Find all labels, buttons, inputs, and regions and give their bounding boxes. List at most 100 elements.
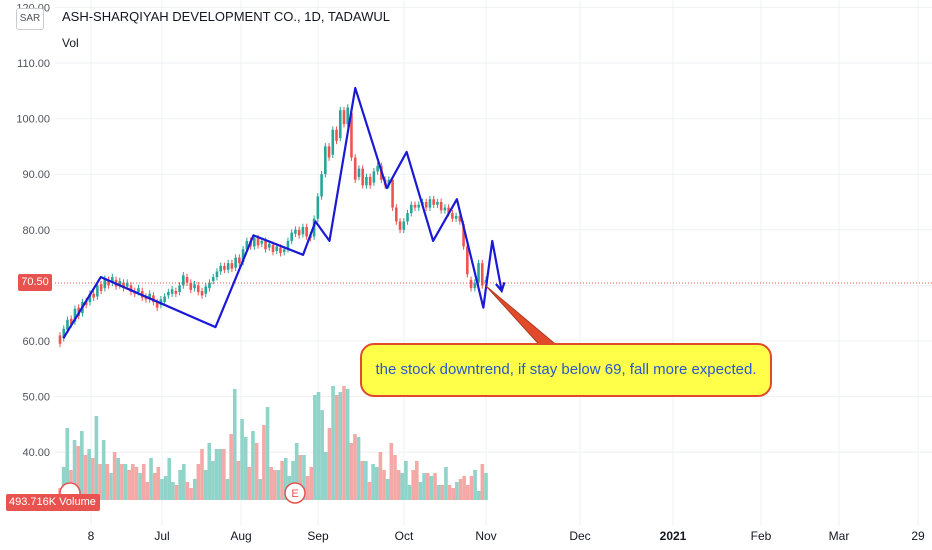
volume-bar	[283, 458, 288, 500]
candle-body	[196, 285, 200, 293]
volume-bar	[378, 452, 383, 500]
volume-bar	[327, 428, 332, 500]
candle-body	[129, 285, 133, 293]
candle-body	[137, 288, 140, 293]
candle-body	[443, 207, 447, 211]
volume-bar	[120, 464, 124, 500]
volume-bar	[323, 452, 328, 500]
candle-body	[346, 107, 350, 125]
candle-body	[279, 247, 282, 254]
candle-body	[178, 285, 181, 293]
candle-body	[275, 246, 279, 251]
volume-bar	[433, 473, 437, 500]
volume-bar	[447, 485, 452, 500]
volume-bar	[345, 389, 350, 500]
candle-body	[290, 232, 293, 241]
candle-body	[103, 278, 107, 289]
volume-bar	[269, 467, 273, 500]
volume-badge-label: Volume	[59, 496, 96, 508]
volume-bar	[309, 467, 314, 500]
volume-bar	[258, 479, 263, 500]
candle-body	[125, 282, 129, 287]
volume-bar	[214, 449, 219, 500]
volume-bar	[65, 428, 70, 500]
volume-bar	[371, 464, 375, 500]
candle-body	[264, 240, 267, 250]
volume-bar	[211, 461, 215, 500]
volume-bar	[440, 485, 445, 500]
y-tick-label: 80.00	[22, 225, 50, 237]
volume-bar	[254, 443, 259, 500]
candle-body	[462, 224, 465, 247]
volume-bar	[61, 467, 66, 500]
candle-body	[413, 204, 417, 208]
volume-bar	[389, 443, 394, 500]
candle-body	[182, 275, 185, 286]
candle-body	[148, 293, 151, 300]
candle-body	[208, 282, 211, 289]
volume-indicator-label[interactable]: Vol	[62, 36, 79, 50]
x-tick-label: Jul	[154, 529, 169, 543]
volume-bar	[101, 440, 106, 500]
candle-body	[432, 199, 435, 205]
volume-bar	[225, 479, 230, 500]
candle-body	[73, 308, 77, 322]
volume-bar	[127, 470, 131, 500]
volume-bar	[87, 449, 91, 500]
candle-body	[155, 302, 159, 308]
candle-body	[436, 202, 439, 205]
candle-body	[118, 280, 122, 286]
volume-bar	[178, 470, 182, 500]
volume-bar	[484, 473, 488, 500]
volume-bar	[229, 434, 233, 500]
x-tick-label: Feb	[751, 529, 772, 543]
candle-body	[211, 277, 215, 281]
volume-bar	[320, 410, 324, 500]
candle-body	[58, 335, 62, 344]
grid-lines	[55, 0, 932, 525]
candle-body	[469, 279, 473, 289]
candle-body	[256, 238, 260, 246]
candle-body	[282, 249, 286, 253]
x-tick-label: Dec	[569, 529, 590, 543]
volume-bar	[436, 485, 441, 500]
candle-body	[66, 319, 69, 330]
volume-bar	[203, 470, 208, 500]
volume-bar	[415, 461, 419, 500]
volume-bar	[316, 392, 321, 500]
candle-body	[253, 238, 256, 247]
candles	[58, 104, 488, 348]
volume-bar	[265, 407, 270, 500]
volume-bar	[152, 473, 157, 500]
x-axis-ticks: 8 Jul Aug Sep Oct Nov Dec 2021 Feb Mar 29	[88, 529, 925, 543]
volume-bar	[145, 482, 150, 500]
candle-body	[458, 215, 462, 222]
candle-body	[204, 286, 208, 294]
x-tick-label: 29	[911, 529, 925, 543]
candle-body	[185, 277, 189, 283]
volume-bar	[163, 476, 168, 500]
volume-bar	[218, 449, 223, 500]
volume-bar	[305, 476, 310, 500]
volume-bar	[342, 386, 346, 500]
candle-body	[294, 229, 297, 234]
volume-bar	[313, 395, 317, 500]
candle-body	[477, 263, 480, 283]
currency-box[interactable]: SAR	[16, 8, 44, 30]
volume-bar	[83, 455, 88, 500]
candle-body	[152, 295, 155, 303]
candle-body	[223, 265, 226, 270]
y-tick-label: 40.00	[22, 447, 50, 459]
candle-body	[406, 213, 409, 222]
candle-body	[327, 146, 331, 158]
candle-body	[241, 249, 245, 263]
candle-body	[219, 265, 222, 272]
candle-body	[466, 246, 469, 275]
volume-bar	[247, 467, 252, 500]
volume-bar	[338, 392, 343, 500]
volume-bar	[192, 479, 197, 500]
candle-body	[200, 290, 204, 296]
event-marker[interactable]: E	[284, 482, 306, 504]
volume-bar	[222, 449, 226, 500]
